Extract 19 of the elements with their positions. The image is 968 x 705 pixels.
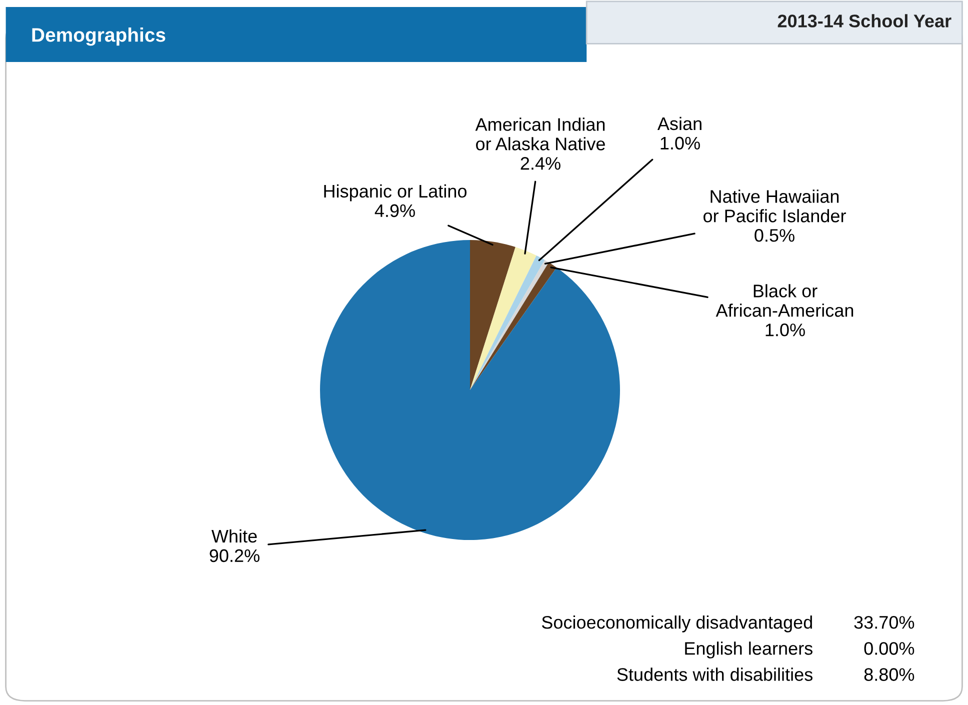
data-label: 1.0% [766,324,805,336]
slice-label: Hispanic or Latino [324,184,467,202]
slice-label: Black or African-American [716,284,854,317]
pie-slice [320,240,620,540]
chart-title: Demographics [32,28,166,46]
data-label: 4.9% [374,204,415,218]
slice-label: Asian [657,116,702,130]
slice-label: Native Hawaiian or Pacific Islander [704,190,846,222]
data-label: 2.4% [520,157,560,170]
data-label: 1.0% [660,136,700,150]
text: Socioeconomically disadvantaged 33.70% [542,616,914,632]
data-label: 90.2% [210,549,260,562]
slice-label: White [212,529,257,543]
slice-label: American Indian or Alaska Native [475,118,605,150]
text: Students with disabilities 8.80% [617,668,914,681]
pie-slice [470,247,536,390]
chart-subtitle: 2013-14 School Year [778,14,952,28]
text: English learners 0.00% [685,642,914,658]
data-label: 0.5% [754,229,794,242]
